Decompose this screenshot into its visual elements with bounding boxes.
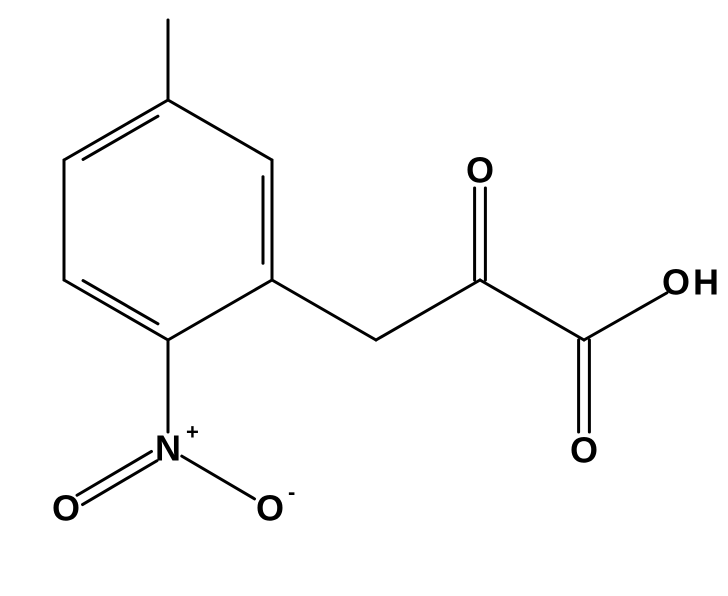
- svg-text:+: +: [186, 420, 199, 445]
- svg-text:O: O: [256, 488, 284, 529]
- molecule-diagram: OOOHN+OO-: [0, 0, 728, 596]
- svg-text:O: O: [662, 262, 690, 303]
- svg-text:N: N: [155, 428, 181, 469]
- svg-text:-: -: [288, 480, 295, 505]
- svg-text:H: H: [693, 262, 719, 303]
- svg-text:O: O: [570, 430, 598, 471]
- svg-text:O: O: [52, 488, 80, 529]
- svg-text:O: O: [466, 150, 494, 191]
